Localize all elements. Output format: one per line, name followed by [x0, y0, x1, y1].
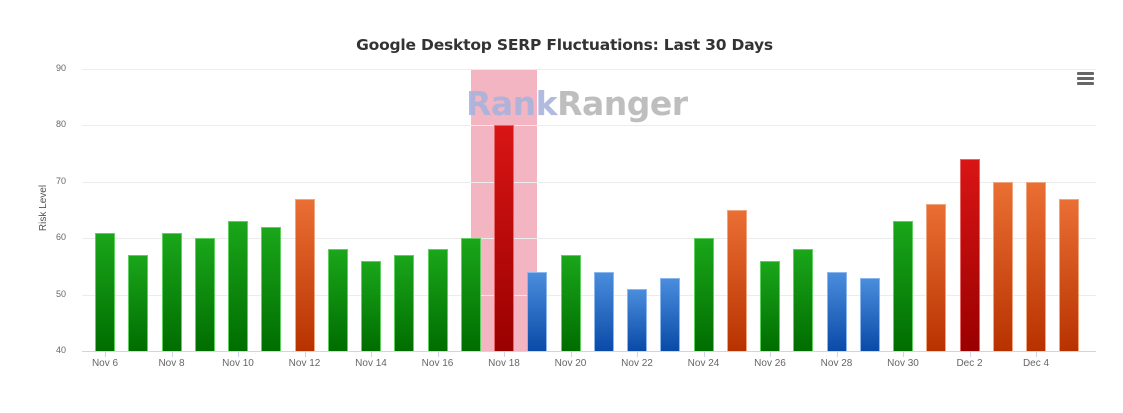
x-tick-mark: [970, 352, 971, 357]
bar-nov-14[interactable]: [361, 260, 381, 351]
x-tick-mark: [1036, 352, 1037, 357]
gridline: [82, 238, 1096, 239]
bar-nov-24[interactable]: [693, 238, 714, 351]
watermark: RankRanger: [466, 84, 688, 123]
x-tick-mark: [903, 352, 904, 357]
x-tick-label: Dec 2: [956, 358, 983, 369]
gridline: [82, 125, 1096, 126]
bar-nov-13[interactable]: [327, 249, 348, 351]
x-tick-mark: [571, 352, 572, 357]
hamburger-menu-icon: [1077, 72, 1094, 75]
x-tick-mark: [504, 352, 505, 357]
x-tick-label: Dec 4: [1022, 358, 1050, 369]
x-tick-label: Nov 10: [222, 358, 254, 369]
bar-nov-9[interactable]: [194, 238, 215, 351]
bar-nov-8[interactable]: [161, 232, 182, 351]
x-tick-label: Nov 28: [820, 358, 853, 369]
x-tick-label: Nov 8: [158, 358, 185, 369]
bar-nov-10[interactable]: [228, 221, 248, 351]
gridline: [82, 182, 1096, 183]
bar-nov-25[interactable]: [726, 210, 747, 351]
y-tick-label: 60: [55, 232, 66, 242]
bar-nov-27[interactable]: [793, 249, 814, 351]
bar-nov-26[interactable]: [760, 260, 780, 351]
x-tick-mark: [637, 352, 638, 357]
x-tick-mark: [238, 352, 239, 357]
bar-nov-16[interactable]: [427, 249, 448, 351]
gridline: [82, 295, 1096, 296]
bar-dec-2[interactable]: [959, 159, 980, 351]
x-tick-label: Nov 18: [488, 358, 520, 369]
x-tick-label: Nov 26: [754, 358, 786, 369]
x-tick-mark: [837, 352, 838, 357]
x-tick-label: Nov 6: [91, 358, 119, 369]
bar-nov-28[interactable]: [826, 272, 847, 351]
x-tick-label: Nov 22: [621, 358, 653, 369]
x-tick-mark: [770, 352, 771, 357]
bar-nov-19[interactable]: [527, 272, 548, 351]
y-tick-label: 90: [55, 63, 66, 73]
bar-nov-30[interactable]: [893, 221, 913, 351]
x-tick-label: Nov 14: [355, 358, 387, 369]
gridline: [82, 69, 1096, 70]
x-tick-label: Nov 12: [288, 358, 321, 369]
bar-nov-23[interactable]: [660, 277, 681, 351]
chart-title: Google Desktop SERP Fluctuations: Last 3…: [356, 36, 773, 54]
bar-nov-22[interactable]: [627, 288, 647, 351]
y-tick-label: 80: [55, 119, 66, 129]
x-tick-mark: [704, 352, 705, 357]
x-tick-mark: [305, 352, 306, 357]
x-tick-mark: [371, 352, 372, 357]
bar-dec-1[interactable]: [926, 204, 947, 351]
bar-dec-4[interactable]: [1026, 181, 1046, 351]
y-tick-label: 70: [55, 176, 66, 186]
bar-nov-7[interactable]: [128, 255, 149, 351]
x-tick-mark: [438, 352, 439, 357]
bar-nov-11[interactable]: [261, 226, 282, 351]
bar-dec-3[interactable]: [992, 181, 1013, 351]
x-tick-label: Nov 16: [421, 358, 454, 369]
x-tick-mark: [105, 352, 106, 357]
bar-nov-15[interactable]: [394, 255, 415, 351]
bar-nov-18[interactable]: [494, 125, 514, 351]
x-tick-mark: [172, 352, 173, 357]
bar-nov-6[interactable]: [95, 232, 115, 351]
chart-menu-button[interactable]: [1077, 72, 1094, 86]
x-axis-line: [82, 351, 1096, 352]
bar-nov-20[interactable]: [560, 255, 581, 351]
x-tick-label: Nov 20: [554, 358, 587, 369]
y-tick-label: 50: [55, 289, 66, 299]
x-tick-label: Nov 24: [687, 358, 720, 369]
bar-nov-29[interactable]: [859, 277, 880, 351]
bar-nov-12[interactable]: [294, 198, 315, 351]
bar-nov-21[interactable]: [593, 272, 614, 351]
bar-nov-17[interactable]: [460, 238, 481, 351]
y-axis-label: Risk Level: [38, 184, 49, 232]
y-tick-label: 40: [55, 345, 66, 355]
bar-dec-5[interactable]: [1059, 198, 1080, 351]
x-tick-label: Nov 30: [887, 358, 919, 369]
